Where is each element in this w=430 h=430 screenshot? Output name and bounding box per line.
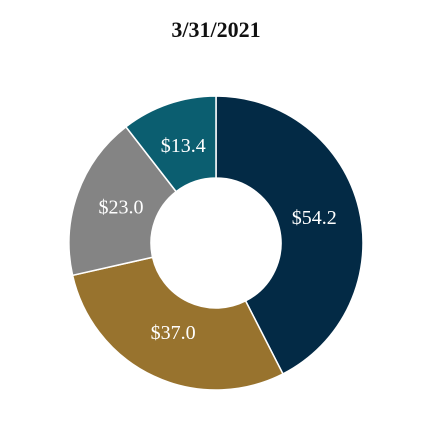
data-label: $23.0 bbox=[98, 196, 143, 218]
chart-title: 3/31/2021 bbox=[171, 17, 260, 42]
donut-slice bbox=[215, 95, 364, 375]
data-label: $37.0 bbox=[151, 322, 196, 344]
donut-slice bbox=[68, 125, 178, 277]
donut-slice bbox=[124, 95, 217, 193]
donut-slice bbox=[71, 256, 284, 391]
data-label: $13.4 bbox=[161, 135, 206, 157]
data-label: $54.2 bbox=[292, 207, 337, 229]
